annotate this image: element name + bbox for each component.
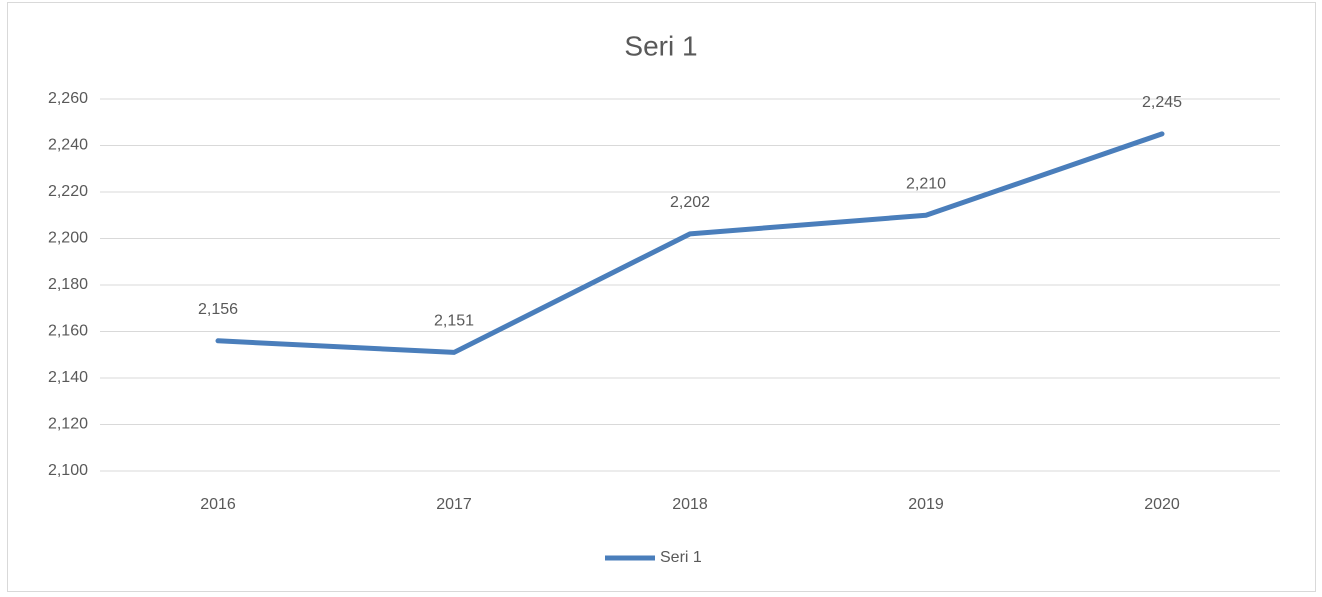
y-tick-label: 2,160 bbox=[48, 323, 88, 340]
x-tick-label: 2018 bbox=[672, 496, 708, 513]
data-label: 2,245 bbox=[1142, 94, 1182, 111]
data-label: 2,151 bbox=[434, 313, 474, 330]
y-tick-label: 2,240 bbox=[48, 137, 88, 154]
y-tick-label: 2,140 bbox=[48, 369, 88, 386]
series-line bbox=[215, 131, 1165, 355]
y-tick-label: 2,180 bbox=[48, 276, 88, 293]
chart-border bbox=[7, 2, 1316, 592]
x-tick-label: 2017 bbox=[436, 496, 472, 513]
data-label: 2,210 bbox=[906, 175, 946, 192]
y-tick-label: 2,260 bbox=[48, 90, 88, 107]
x-tick-label: 2020 bbox=[1144, 496, 1180, 513]
y-tick-label: 2,200 bbox=[48, 230, 88, 247]
x-tick-label: 2016 bbox=[200, 496, 236, 513]
data-label: 2,202 bbox=[670, 194, 710, 211]
legend-label: Seri 1 bbox=[660, 549, 702, 566]
chart-title: Seri 1 bbox=[624, 30, 697, 61]
y-tick-label: 2,120 bbox=[48, 416, 88, 433]
data-label: 2,156 bbox=[198, 301, 238, 318]
x-tick-label: 2019 bbox=[908, 496, 944, 513]
y-tick-label: 2,100 bbox=[48, 462, 88, 479]
y-tick-label: 2,220 bbox=[48, 183, 88, 200]
